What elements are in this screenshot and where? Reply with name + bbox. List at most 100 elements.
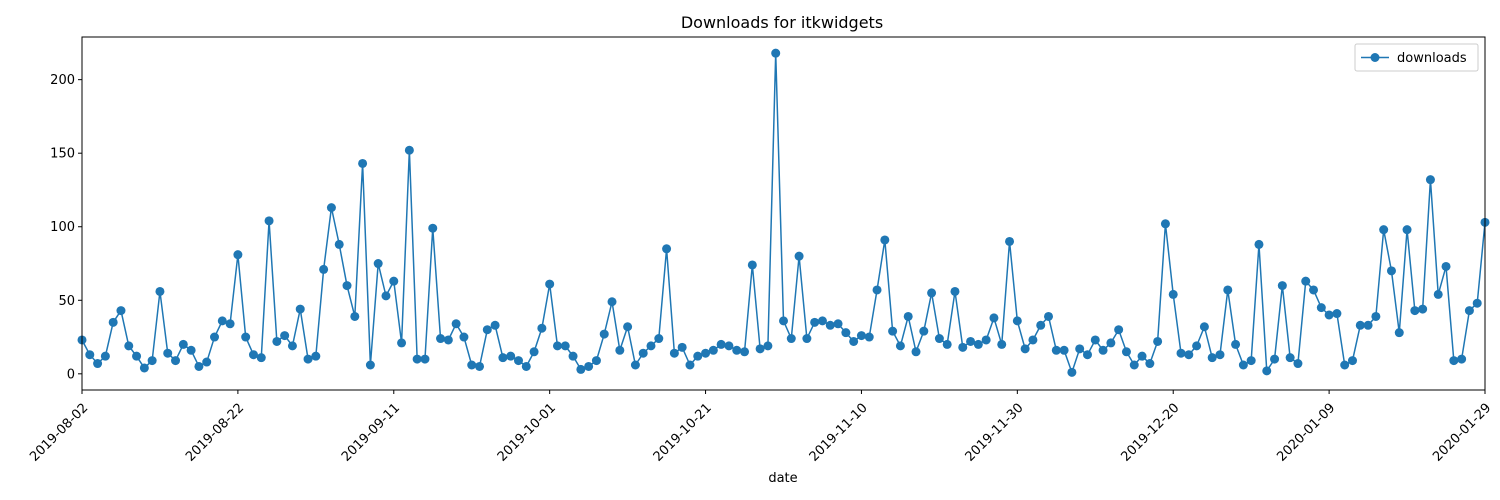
data-point	[1137, 351, 1147, 361]
x-axis-label: date	[768, 471, 797, 486]
data-point	[1394, 328, 1404, 338]
data-point	[864, 332, 874, 342]
data-point	[1301, 276, 1311, 286]
data-point	[841, 328, 851, 338]
x-tick-label: 2019-08-22	[183, 401, 247, 465]
data-point	[1309, 285, 1319, 295]
data-point	[100, 351, 110, 361]
data-point	[513, 356, 523, 366]
data-point	[545, 279, 555, 289]
data-point	[319, 264, 329, 274]
x-tick-label: 2019-12-20	[1118, 401, 1182, 465]
data-point	[334, 239, 344, 249]
data-point	[163, 348, 173, 358]
data-point	[521, 361, 531, 371]
data-point	[1386, 266, 1396, 276]
data-point	[459, 332, 469, 342]
data-point	[662, 244, 672, 254]
data-point	[1324, 310, 1334, 320]
data-point	[1355, 320, 1365, 330]
data-point	[1410, 306, 1420, 316]
data-point	[763, 341, 773, 351]
data-point	[872, 285, 882, 295]
data-point	[428, 223, 438, 233]
data-point	[740, 347, 750, 357]
data-point	[373, 259, 383, 269]
data-point	[794, 251, 804, 261]
data-point	[1098, 345, 1108, 355]
data-point	[1464, 306, 1474, 316]
data-point	[732, 345, 742, 355]
data-point	[1192, 341, 1202, 351]
data-point	[1207, 353, 1217, 363]
data-point	[241, 332, 251, 342]
data-point	[856, 331, 866, 341]
data-point	[1059, 345, 1069, 355]
data-point	[560, 341, 570, 351]
data-point	[171, 356, 181, 366]
data-point	[1316, 303, 1326, 313]
data-point	[958, 342, 968, 352]
data-point	[248, 350, 258, 360]
data-point	[451, 319, 461, 329]
data-point	[155, 286, 165, 296]
data-point	[482, 325, 492, 335]
data-point	[1020, 344, 1030, 354]
data-point	[139, 363, 149, 373]
data-point	[693, 351, 703, 361]
data-point	[272, 336, 282, 346]
data-point	[724, 341, 734, 351]
data-point	[1036, 320, 1046, 330]
data-point	[779, 316, 788, 326]
x-tick-label: 2020-01-29	[1430, 401, 1494, 465]
data-point	[186, 345, 196, 355]
data-point	[490, 320, 500, 330]
x-axis: 2019-08-02 2019-08-22 2019-09-11 2019-10-01…	[27, 390, 1494, 465]
data-point	[771, 48, 781, 58]
plot-series	[77, 48, 1490, 377]
data-point	[303, 354, 313, 364]
data-point	[412, 354, 422, 364]
data-point	[443, 335, 453, 345]
x-tick-label: 2019-10-21	[651, 401, 715, 465]
data-point	[599, 329, 609, 339]
data-point	[973, 339, 983, 349]
data-point	[124, 341, 134, 351]
data-point	[381, 291, 391, 301]
data-point	[358, 158, 368, 168]
data-point	[1347, 356, 1357, 366]
data-point	[1223, 285, 1233, 295]
data-point	[1293, 359, 1303, 369]
data-point	[677, 342, 687, 352]
data-point	[1433, 289, 1443, 299]
data-point	[1012, 316, 1022, 326]
x-tick-label: 2019-08-02	[27, 401, 91, 465]
data-point	[1199, 322, 1209, 332]
data-point	[436, 334, 446, 344]
data-point	[701, 348, 711, 358]
data-point	[1005, 236, 1015, 246]
data-point	[178, 339, 188, 349]
data-point	[1363, 320, 1373, 330]
data-point	[1371, 311, 1381, 321]
data-point	[311, 351, 321, 361]
data-point	[147, 356, 157, 366]
data-point	[927, 288, 937, 298]
data-point	[1332, 309, 1342, 319]
data-point	[1277, 281, 1287, 291]
data-point	[576, 364, 586, 374]
data-point	[685, 360, 695, 370]
data-point	[1153, 336, 1163, 346]
data-point	[669, 348, 679, 358]
data-point	[1285, 353, 1295, 363]
data-point	[950, 286, 960, 296]
data-point	[903, 311, 913, 321]
data-point	[849, 336, 859, 346]
data-point	[1114, 325, 1124, 335]
legend-box	[1354, 43, 1479, 72]
data-point	[537, 323, 547, 333]
data-point	[420, 354, 430, 364]
data-point	[93, 359, 103, 369]
data-point	[1051, 345, 1061, 355]
data-point	[326, 203, 336, 213]
